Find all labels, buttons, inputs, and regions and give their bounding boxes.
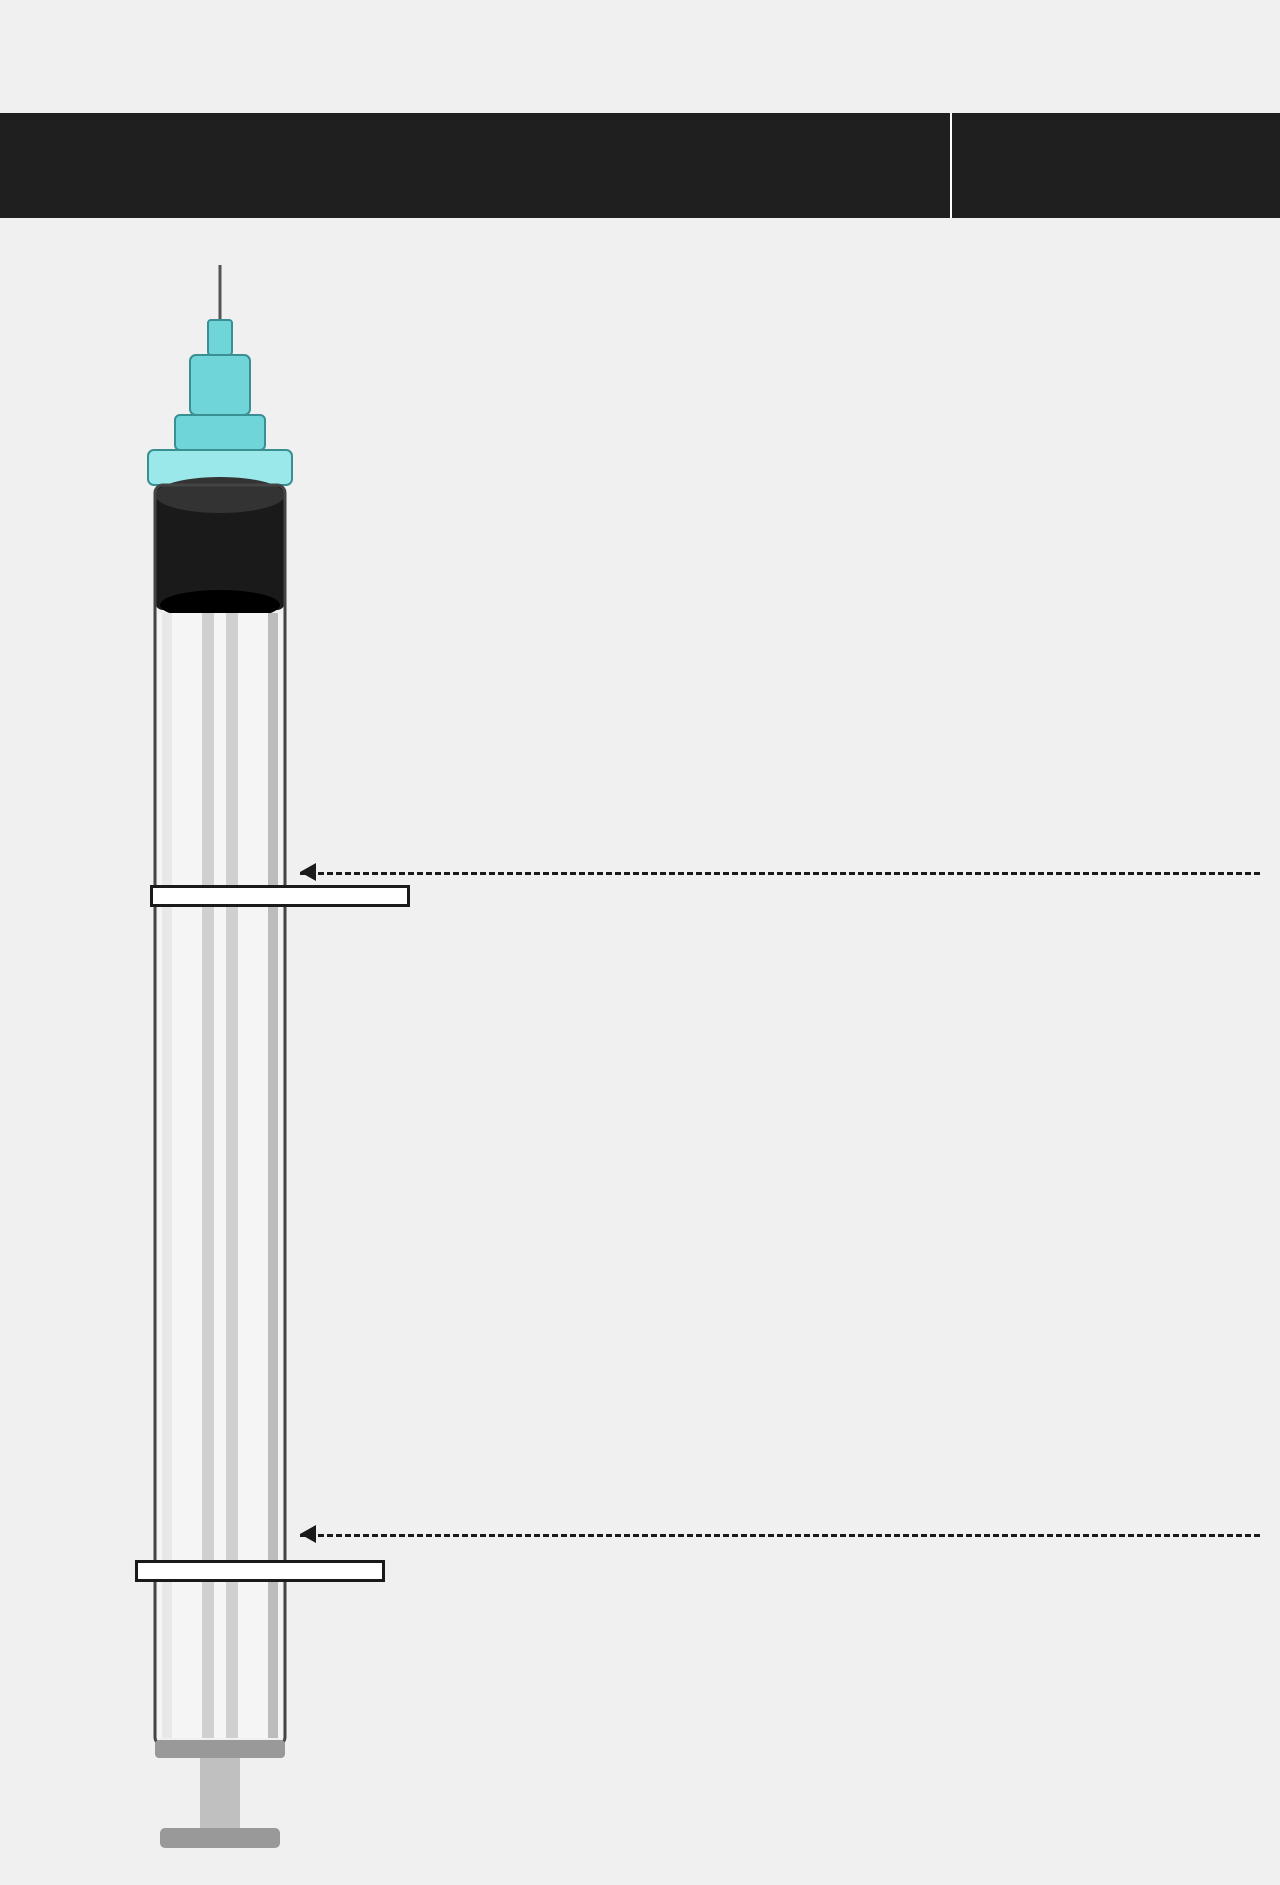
phases-row [0, 50, 1280, 113]
page-title [0, 0, 1280, 30]
infographic-container [0, 0, 1280, 1885]
arrow-2 [300, 1525, 316, 1543]
phase-3 [950, 60, 1250, 93]
arrow-1 [300, 863, 316, 881]
callout-40m [135, 1560, 385, 1582]
header-num [950, 113, 1280, 218]
table-header [0, 113, 1280, 218]
phase-1-label [290, 60, 334, 76]
page-subtitle [0, 30, 1280, 50]
dashed-line-2 [300, 1534, 1260, 1537]
dashed-line-1 [300, 872, 1260, 875]
callout-first-10m [150, 885, 410, 907]
phase-2 [620, 60, 920, 93]
phase-3-label [950, 60, 994, 76]
phase-1 [290, 60, 590, 93]
syringe-icon [120, 265, 320, 1855]
phase-2-label [620, 60, 664, 76]
